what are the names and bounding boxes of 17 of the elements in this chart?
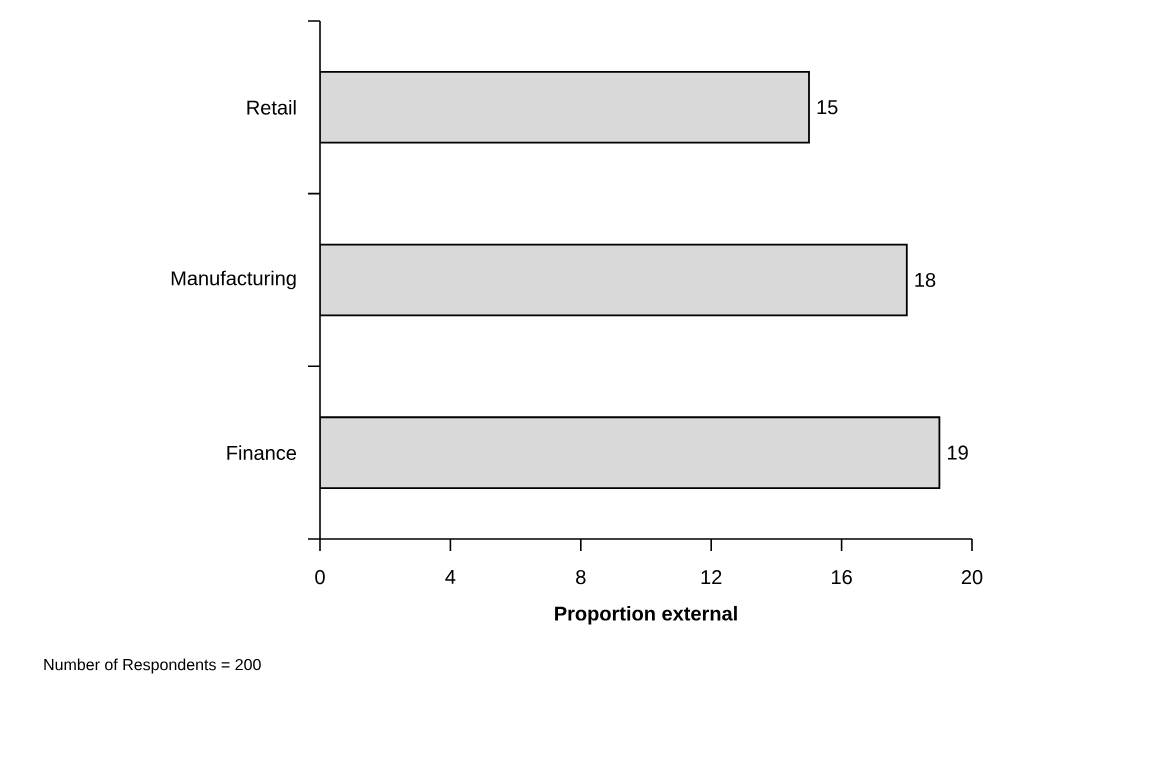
x-tick-label: 20 [961,570,983,585]
x-tick-label: 12 [701,570,722,585]
x-tick-label: 0 [315,570,325,585]
x-tick-label: 4 [445,570,456,584]
y-tick-label: Manufacturing [171,270,296,290]
x-tick-label: 16 [832,570,852,585]
bar [320,243,908,317]
x-axis-title: Proportion external [555,605,737,625]
bar [320,71,810,144]
bar [320,416,941,489]
data-label: 15 [817,100,838,115]
x-tick-label: 8 [576,570,586,585]
y-tick-label: Retail [247,99,296,115]
data-label: 19 [948,445,968,460]
data-label: 18 [915,272,936,288]
text: Number of Respondents = 200 [44,658,261,674]
y-tick-label: Finance [227,445,297,460]
